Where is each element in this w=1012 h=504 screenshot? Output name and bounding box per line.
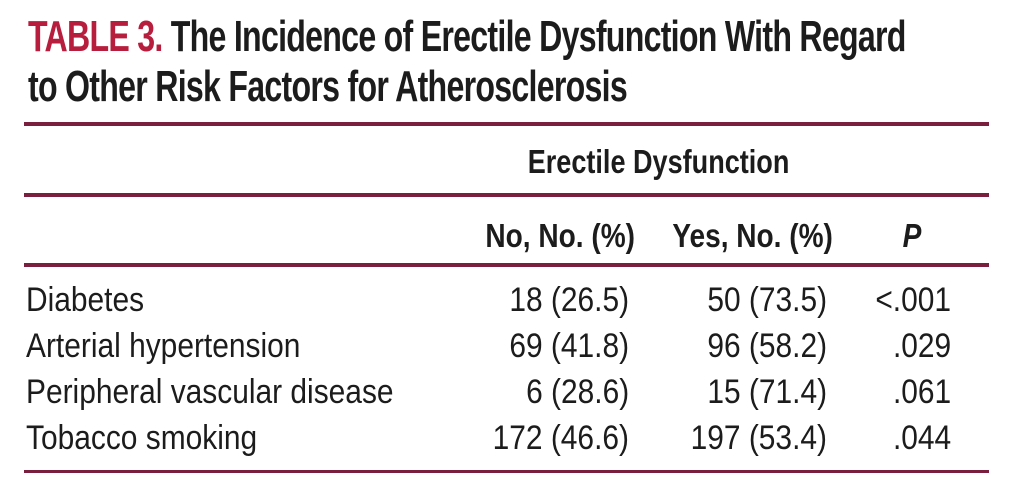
table-row: Peripheral vascular disease 6 (28.6) 15 … xyxy=(0,369,1012,415)
value-p: <.001 xyxy=(875,281,951,319)
value-no: 18 (26.5) xyxy=(509,281,629,319)
spanner-rule xyxy=(24,193,989,197)
table-row: Tobacco smoking 172 (46.6) 197 (53.4) .0… xyxy=(0,415,1012,461)
table-number-label: TABLE 3. xyxy=(28,12,163,61)
table-row: Diabetes 18 (26.5) 50 (73.5) <.001 xyxy=(0,277,1012,323)
column-spanner-heading: Erectile Dysfunction xyxy=(528,143,790,180)
table-body: Diabetes 18 (26.5) 50 (73.5) <.001 Arter… xyxy=(0,277,1012,461)
table-title: TABLE 3. The Incidence of Erectile Dysfu… xyxy=(28,12,941,112)
column-header-p: P xyxy=(903,217,922,254)
header-rule xyxy=(24,263,989,267)
value-no: 69 (41.8) xyxy=(509,327,629,365)
value-yes: 50 (73.5) xyxy=(707,281,827,319)
bottom-rule xyxy=(24,470,989,473)
row-label: Diabetes xyxy=(26,281,145,319)
row-label: Arterial hypertension xyxy=(26,327,301,365)
value-no: 172 (46.6) xyxy=(492,419,629,457)
value-yes: 15 (71.4) xyxy=(707,373,827,411)
value-no: 6 (28.6) xyxy=(525,373,629,411)
column-header-no: No, No. (%) xyxy=(485,217,635,254)
row-label: Peripheral vascular disease xyxy=(26,373,394,411)
title-rule xyxy=(24,122,989,126)
value-p: .044 xyxy=(892,419,951,457)
value-p: .061 xyxy=(892,373,951,411)
row-label: Tobacco smoking xyxy=(26,419,258,457)
column-header-yes: Yes, No. (%) xyxy=(672,217,833,254)
table-row: Arterial hypertension 69 (41.8) 96 (58.2… xyxy=(0,323,1012,369)
table-title-text: The Incidence of Erectile Dysfunction Wi… xyxy=(28,12,906,111)
value-yes: 96 (58.2) xyxy=(707,327,827,365)
value-p: .029 xyxy=(892,327,951,365)
value-yes: 197 (53.4) xyxy=(690,419,827,457)
